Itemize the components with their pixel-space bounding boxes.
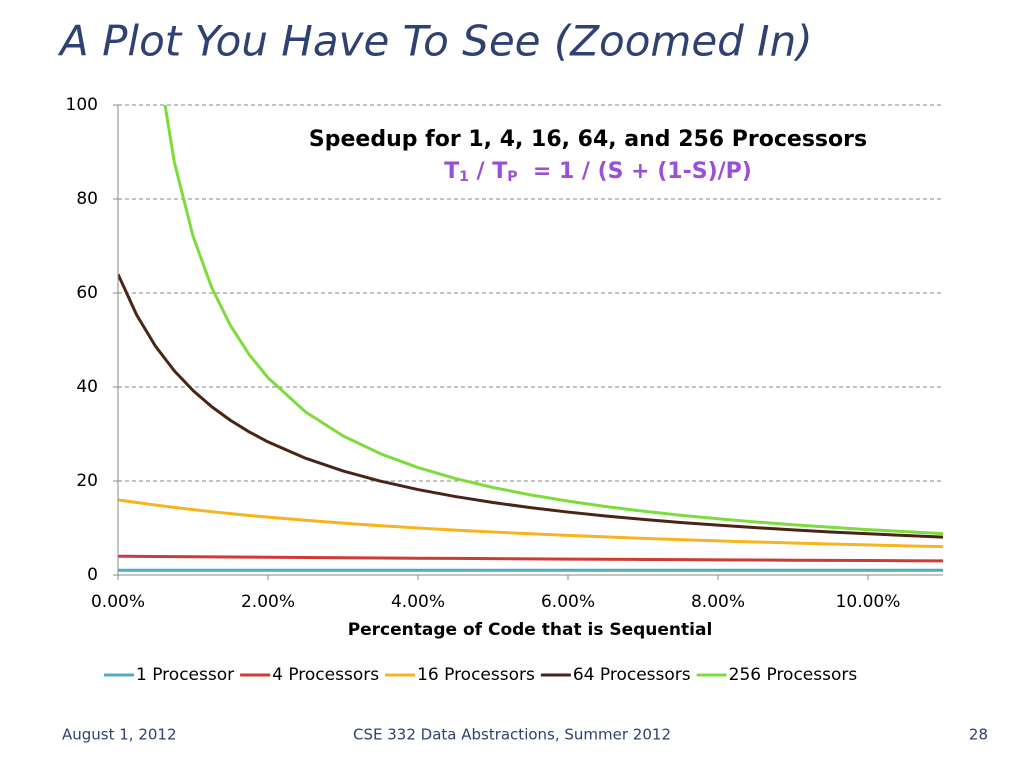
chart-subtitle: T1 / TP = 1 / (S + (1-S)/P) [444,159,752,185]
subtitle-part: 1 [459,169,469,185]
legend: 1 Processor 4 Processors 16 Processors 64 P… [104,665,857,685]
series-line [118,498,943,549]
footer-page: 28 [969,726,988,744]
chart-title: Speedup for 1, 4, 16, 64, and 256 Proces… [309,127,867,152]
x-tick-label: 6.00% [541,592,595,612]
x-tick-label: 10.00% [836,592,901,612]
x-tick-label: 4.00% [391,592,445,612]
y-tick-label: 0 [87,565,98,585]
legend-label: 64 Processors [573,665,691,685]
y-tick-label: 100 [66,95,98,115]
subtitle-part: T [444,159,459,184]
y-tick-label: 40 [76,377,98,397]
series-line [163,105,943,536]
footer-course: CSE 332 Data Abstractions, Summer 2012 [353,726,671,744]
subtitle-part: / T [469,159,507,184]
y-tick-label: 80 [76,189,98,209]
y-tick-label: 20 [76,471,98,491]
legend-label: 4 Processors [272,665,379,685]
series-line [118,273,943,539]
legend-label: 16 Processors [417,665,535,685]
x-tick-label: 8.00% [691,592,745,612]
legend-label: 1 Processor [136,665,234,685]
footer-date: August 1, 2012 [62,726,177,744]
x-axis-title: Percentage of Code that is Sequential [348,620,713,640]
slide-title: A Plot You Have To See (Zoomed In) [57,17,813,66]
plot-lines [118,105,943,572]
y-tick-label: 60 [76,283,98,303]
x-tick-label: 2.00% [241,592,295,612]
subtitle-part: = 1 / (S + (1-S)/P) [518,159,752,184]
series-line [118,554,943,563]
axes: 0 20 40 60 80 100 0.00% 2.00% 4.00% 6.00% 8.00% 10.… [66,95,943,612]
subtitle-part: P [507,169,517,185]
x-tick-label: 0.00% [91,592,145,612]
legend-label: 256 Processors [729,665,858,685]
